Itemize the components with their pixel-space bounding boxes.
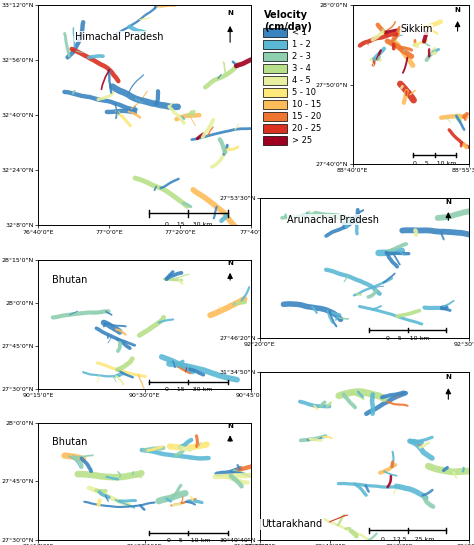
Text: 15 - 20: 15 - 20 bbox=[292, 112, 321, 121]
Text: 2 - 3: 2 - 3 bbox=[292, 52, 311, 61]
Text: 5 - 10: 5 - 10 bbox=[292, 88, 316, 97]
FancyBboxPatch shape bbox=[263, 28, 287, 37]
FancyBboxPatch shape bbox=[263, 112, 287, 122]
Text: Velocity
(cm/day): Velocity (cm/day) bbox=[264, 10, 312, 32]
Text: 0    5    10 km: 0 5 10 km bbox=[167, 538, 210, 543]
Text: N: N bbox=[227, 423, 233, 429]
Text: N: N bbox=[455, 8, 461, 14]
Text: N: N bbox=[446, 374, 451, 380]
Text: 4 - 5: 4 - 5 bbox=[292, 76, 311, 85]
FancyBboxPatch shape bbox=[263, 124, 287, 134]
FancyBboxPatch shape bbox=[263, 136, 287, 146]
Text: 0    15    30 km: 0 15 30 km bbox=[165, 222, 212, 227]
Text: 10 - 15: 10 - 15 bbox=[292, 100, 321, 109]
Text: Bhutan: Bhutan bbox=[52, 437, 88, 447]
Text: 3 - 4: 3 - 4 bbox=[292, 64, 311, 73]
Text: Arunachal Pradesh: Arunachal Pradesh bbox=[287, 215, 379, 225]
FancyBboxPatch shape bbox=[263, 64, 287, 73]
Text: < 1: < 1 bbox=[292, 28, 307, 37]
FancyBboxPatch shape bbox=[263, 40, 287, 49]
Text: 20 - 25: 20 - 25 bbox=[292, 124, 321, 133]
FancyBboxPatch shape bbox=[263, 76, 287, 85]
Text: > 25: > 25 bbox=[292, 136, 312, 145]
Text: 1 - 2: 1 - 2 bbox=[292, 40, 311, 49]
Text: Sikkim: Sikkim bbox=[401, 25, 433, 34]
Text: Uttarakhand: Uttarakhand bbox=[261, 519, 322, 529]
Text: N: N bbox=[227, 260, 233, 266]
Text: 0    15    30 km: 0 15 30 km bbox=[165, 387, 212, 392]
Text: N: N bbox=[227, 10, 233, 16]
Text: Bhutan: Bhutan bbox=[52, 275, 88, 285]
Text: 0    5    10 km: 0 5 10 km bbox=[413, 161, 456, 166]
FancyBboxPatch shape bbox=[263, 52, 287, 61]
Text: N: N bbox=[446, 199, 451, 205]
FancyBboxPatch shape bbox=[263, 100, 287, 110]
Text: Himachal Pradesh: Himachal Pradesh bbox=[75, 32, 164, 42]
Text: 0    12.5    25 km: 0 12.5 25 km bbox=[381, 537, 434, 542]
FancyBboxPatch shape bbox=[263, 88, 287, 98]
Text: 0    5    10 km: 0 5 10 km bbox=[386, 336, 429, 341]
